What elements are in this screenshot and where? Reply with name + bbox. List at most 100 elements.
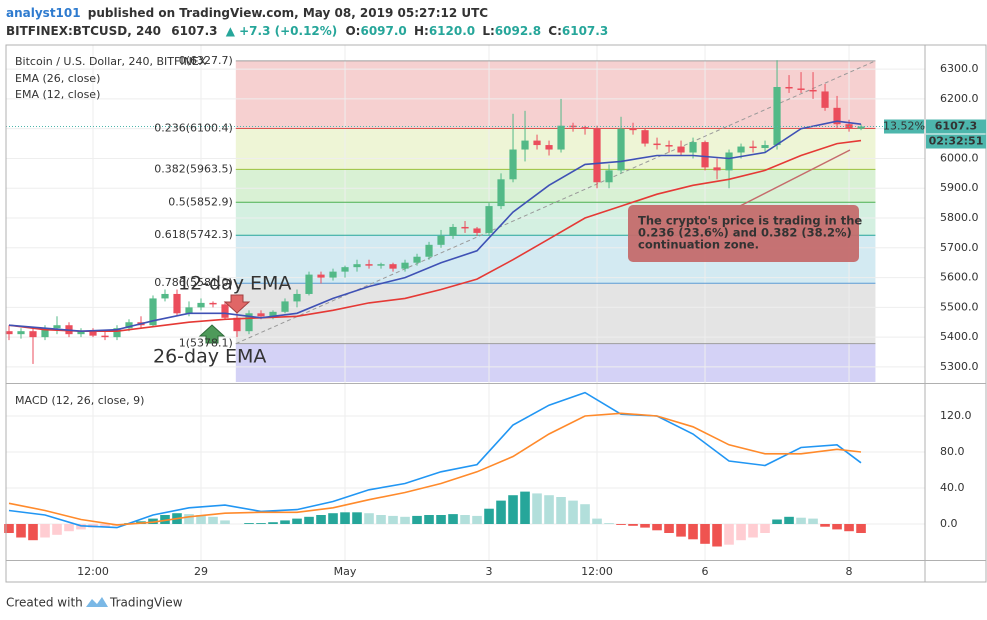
histogram-bar [220,520,230,525]
countdown-badge [926,134,986,149]
histogram-bar [352,512,362,525]
y-tick-label: 5300.0 [940,360,979,373]
overlay: Bitcoin / U.S. Dollar, 240, BITFINEX EMA… [6,54,986,610]
candle-body [101,335,109,338]
candle-body [377,264,385,266]
y-tick-label: 120.0 [940,409,972,422]
arrow-up [198,324,226,344]
histogram-bar [388,515,398,525]
price-badge [926,119,986,134]
histogram-bar [64,524,74,532]
histogram-bar [364,513,374,525]
callout-text: continuation zone. [638,238,759,252]
candle-body [89,331,97,336]
footer-text: Created with [6,596,83,610]
histogram-bar [748,524,758,538]
histogram-bar [856,524,866,534]
histogram-bar [328,513,338,525]
histogram-bar [400,516,410,525]
candle-body [749,146,757,149]
candle-body [125,322,133,329]
fib-label: 0.5(5852.9) [168,195,233,208]
candle-body [557,125,565,150]
y-tick-label: 0.0 [940,517,958,530]
brand-logo [86,597,108,607]
histogram-bar [592,518,602,525]
candle-body [233,317,241,332]
candle-body [401,262,409,269]
pct-badge-text: 13.52% [883,120,925,133]
candle-body [173,293,181,314]
candle-body [809,89,817,92]
fib-band [235,169,876,203]
price-badge-text: 6107.3 [935,120,977,133]
candle-body [701,142,709,168]
histogram-bar [184,514,194,525]
candle-body [29,331,37,338]
ohlc-label: H: [414,24,429,38]
fib-band [235,128,876,170]
candle-body [425,244,433,257]
histogram-bar [640,524,650,528]
indicator-line [8,412,862,526]
histogram-bar [832,524,842,530]
candle-body [257,313,265,317]
histogram-bar [268,522,278,525]
histogram-bar [148,518,158,525]
histogram-bar [652,524,662,531]
callout-text: 0.236 (23.6%) and 0.382 (38.2%) [638,226,852,240]
footer-brand[interactable]: TradingView [109,596,183,610]
x-tick-label: 3 [486,565,493,578]
histogram-bar [292,518,302,525]
candle-body [533,140,541,146]
histogram-bar [628,524,638,526]
candle-body [629,128,637,131]
histogram-bar [688,524,698,540]
histogram-bar [808,518,818,525]
histogram-bar [484,508,494,525]
histogram-bar [616,524,626,525]
annotation: 26-day EMA [153,346,266,368]
candle-body [617,128,625,171]
histogram-bar [760,524,770,534]
last: 6107.3 [171,24,217,38]
indicator-line [8,139,862,332]
candle-body [581,127,589,129]
candle-body [317,274,325,278]
author[interactable]: analyst101 [6,6,81,20]
legend-entry: EMA (26, close) [15,72,100,85]
histogram-bar [160,515,170,525]
candle-body [725,152,733,171]
candle-body [833,107,841,125]
histogram-bar [532,493,542,525]
candle-body [857,126,865,129]
histogram-bar [568,500,578,525]
histogram-bar [604,523,614,525]
published: published on TradingView.com, May 08, 20… [88,6,489,20]
histogram-bar [736,524,746,541]
plot-area [4,45,925,560]
indicator-line [8,120,862,333]
candle-body [737,146,745,153]
histogram-bar [460,515,470,525]
histogram-bar [844,524,854,532]
ohlc-value: 6092.8 [495,24,541,38]
fib-band [235,60,876,129]
candle-body [149,298,157,326]
histogram-bar [712,524,722,547]
histogram-bar [376,515,386,525]
ohlc-label: O: [345,24,360,38]
histogram-bar [28,524,38,541]
candle-body [485,206,493,233]
legend-title: Bitcoin / U.S. Dollar, 240, BITFINEX [15,55,207,68]
candle-body [593,128,601,183]
histogram-bar [316,515,326,525]
candle-body [545,145,553,150]
x-tick-label: 6 [702,565,709,578]
candle-body [473,228,481,233]
histogram-bar [772,519,782,525]
ohlc-label: C: [548,24,562,38]
histogram-bar [4,524,14,534]
pct-badge [884,119,924,134]
